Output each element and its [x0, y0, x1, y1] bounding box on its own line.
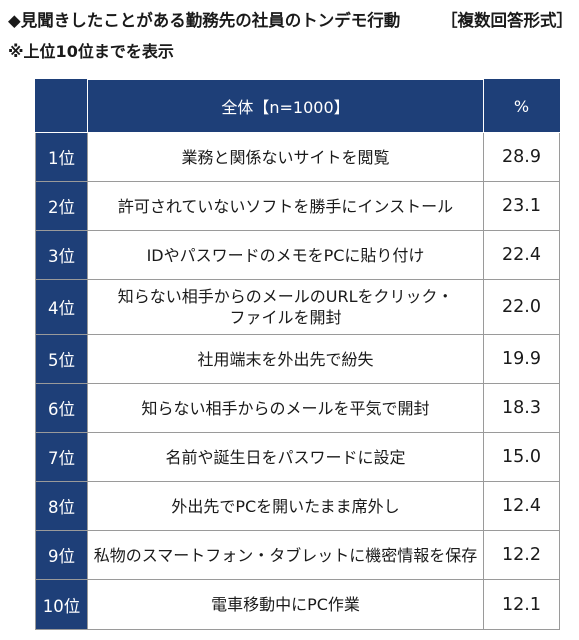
table-row: 9位 私物のスマートフォン・タブレットに機密情報を保存 12.2	[35, 530, 560, 580]
percent-cell: 12.4	[483, 481, 560, 531]
header-percent-cell: %	[483, 79, 560, 133]
item-cell: IDやパスワードのメモをPCに貼り付け	[87, 230, 484, 280]
rank-cell: 6位	[35, 383, 88, 433]
item-cell: 知らない相手からのメールを平気で開封	[87, 383, 484, 433]
rank-cell: 2位	[35, 181, 88, 231]
table-row: 2位 許可されていないソフトを勝手にインストール 23.1	[35, 181, 560, 231]
rank-cell: 4位	[35, 279, 88, 335]
table-row: 6位 知らない相手からのメールを平気で開封 18.3	[35, 383, 560, 433]
table-header-row: 全体【n=1000】 %	[35, 79, 560, 133]
chart-heading: ◆見聞きしたことがある勤務先の社員のトンデモ行動 ［複数回答形式］	[8, 10, 573, 32]
rank-cell: 9位	[35, 530, 88, 580]
item-line-1: 知らない相手からのメールのURLをクリック・	[117, 287, 454, 306]
rank-cell: 8位	[35, 481, 88, 531]
rank-cell: 10位	[35, 579, 88, 630]
percent-cell: 15.0	[483, 432, 560, 482]
percent-cell: 12.2	[483, 530, 560, 580]
table-row: 1位 業務と関係ないサイトを閲覧 28.9	[35, 132, 560, 182]
percent-cell: 18.3	[483, 383, 560, 433]
percent-cell: 12.1	[483, 579, 560, 630]
table-row: 3位 IDやパスワードのメモをPCに貼り付け 22.4	[35, 230, 560, 280]
table-row: 7位 名前や誕生日をパスワードに設定 15.0	[35, 432, 560, 482]
item-cell: 名前や誕生日をパスワードに設定	[87, 432, 484, 482]
item-cell: 知らない相手からのメールのURLをクリック・ ファイルを開封	[87, 279, 484, 335]
header-item-cell: 全体【n=1000】	[87, 79, 484, 133]
table-row: 8位 外出先でPCを開いたまま席外し 12.4	[35, 481, 560, 531]
heading-title: ◆見聞きしたことがある勤務先の社員のトンデモ行動	[8, 11, 401, 30]
item-line-2: ファイルを開封	[229, 308, 342, 327]
heading-answer-format: ［複数回答形式］	[441, 11, 573, 30]
rank-cell: 7位	[35, 432, 88, 482]
rank-cell: 5位	[35, 334, 88, 384]
item-cell: 業務と関係ないサイトを閲覧	[87, 132, 484, 182]
item-cell: 社用端末を外出先で紛失	[87, 334, 484, 384]
percent-cell: 19.9	[483, 334, 560, 384]
percent-cell: 22.0	[483, 279, 560, 335]
ranking-table: 全体【n=1000】 % 1位 業務と関係ないサイトを閲覧 28.9 2位 許可…	[35, 79, 560, 630]
display-note: ※上位10位までを表示	[8, 42, 174, 61]
rank-cell: 1位	[35, 132, 88, 182]
table-row: 5位 社用端末を外出先で紛失 19.9	[35, 334, 560, 384]
item-cell: 電車移動中にPC作業	[87, 579, 484, 630]
percent-cell: 23.1	[483, 181, 560, 231]
table-row: 4位 知らない相手からのメールのURLをクリック・ ファイルを開封 22.0	[35, 279, 560, 335]
rank-cell: 3位	[35, 230, 88, 280]
table-row: 10位 電車移動中にPC作業 12.1	[35, 579, 560, 630]
header-rank-cell	[35, 79, 88, 133]
percent-cell: 28.9	[483, 132, 560, 182]
percent-cell: 22.4	[483, 230, 560, 280]
item-cell: 外出先でPCを開いたまま席外し	[87, 481, 484, 531]
item-cell: 私物のスマートフォン・タブレットに機密情報を保存	[87, 530, 484, 580]
item-cell: 許可されていないソフトを勝手にインストール	[87, 181, 484, 231]
